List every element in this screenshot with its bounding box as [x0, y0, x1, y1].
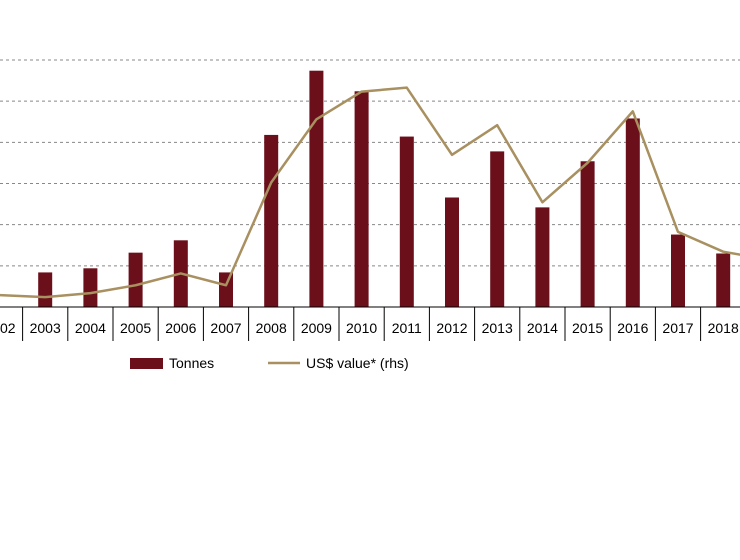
bar-series-tonnes	[38, 70, 731, 307]
bar-2015	[580, 161, 595, 307]
x-tick-label-2004: 2004	[75, 320, 106, 336]
x-tick-label-2010: 2010	[346, 320, 377, 336]
bar-2003	[38, 272, 53, 307]
bar-2011	[399, 136, 414, 307]
x-tick-label-2005: 2005	[120, 320, 151, 336]
x-tick-label-2003: 2003	[30, 320, 61, 336]
x-tick-label-2016: 2016	[617, 320, 648, 336]
bar-2013	[490, 151, 505, 307]
bar-2004	[83, 268, 98, 307]
legend-label-usd-value: US$ value* (rhs)	[306, 355, 409, 371]
x-tick-label-2012: 2012	[436, 320, 467, 336]
x-tick-label-2015: 2015	[572, 320, 603, 336]
x-tick-label-2006: 2006	[165, 320, 196, 336]
line-series-usd-value	[0, 86, 740, 299]
x-tick-label-2013: 2013	[482, 320, 513, 336]
x-tick-label-2007: 2007	[210, 320, 241, 336]
bar-2008	[264, 134, 279, 307]
x-tick-label-2002: 2002	[0, 320, 16, 336]
bar-2005	[128, 252, 143, 307]
bar-2009	[309, 70, 324, 307]
x-tick-label-2017: 2017	[662, 320, 693, 336]
bar-2014	[535, 207, 550, 307]
usd-value-line	[0, 86, 740, 299]
x-tick-label-2009: 2009	[301, 320, 332, 336]
bar-2018	[716, 253, 731, 307]
bar-2007	[219, 272, 233, 307]
bar-2012	[445, 197, 459, 307]
x-tick-label-2008: 2008	[256, 320, 287, 336]
bar-2010	[354, 91, 369, 307]
legend-label-tonnes: Tonnes	[169, 355, 214, 371]
x-tick-label-2014: 2014	[527, 320, 558, 336]
x-tick-label-2018: 2018	[708, 320, 739, 336]
x-tick-label-2011: 2011	[392, 320, 422, 336]
bar-2016	[625, 118, 640, 307]
x-axis: 2002 2003 2004 2005 2006 2007 2008 2009 2010 2011…	[0, 306, 740, 341]
legend: Tonnes US$ value* (rhs)	[130, 355, 409, 371]
bar-2017	[671, 234, 685, 307]
legend-swatch-tonnes	[130, 358, 163, 369]
